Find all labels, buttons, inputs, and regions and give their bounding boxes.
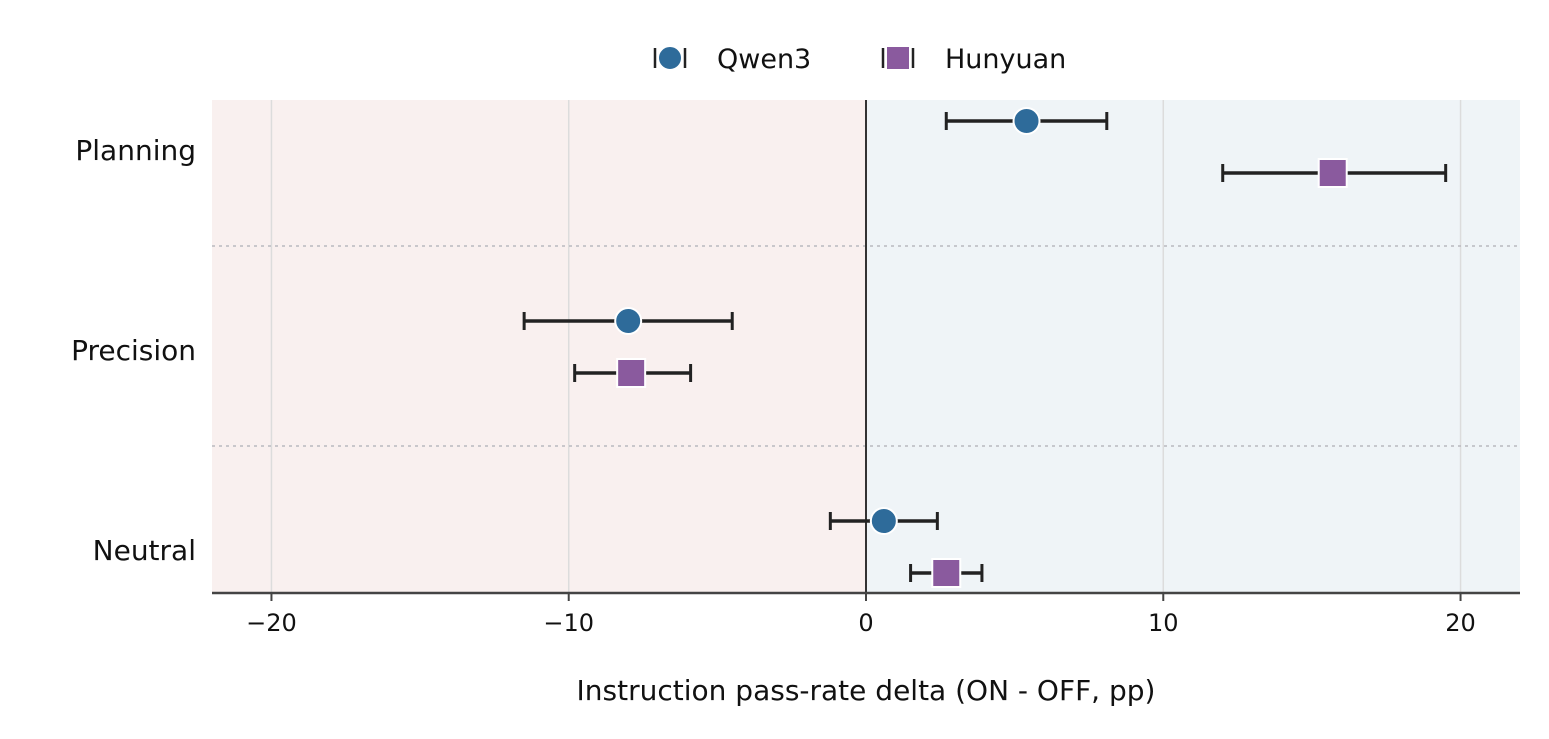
data-point — [1317, 158, 1348, 188]
series-hunyuan — [573, 158, 1448, 588]
x-tick-label: 0 — [858, 609, 873, 637]
data-point — [869, 507, 898, 535]
legend-marker — [657, 45, 683, 71]
legend-marker — [885, 45, 911, 71]
legend-label: Hunyuan — [945, 44, 1066, 75]
category-label-precision: Precision — [71, 334, 196, 367]
category-label-neutral: Neutral — [93, 534, 196, 567]
data-point — [1012, 107, 1041, 135]
x-tick-label: 10 — [1148, 609, 1179, 637]
data-point — [616, 358, 647, 388]
positive-region — [866, 100, 1520, 593]
x-tick-label: −20 — [246, 609, 297, 637]
data-point — [931, 558, 962, 588]
gridlines — [270, 100, 1462, 593]
data-point — [614, 307, 643, 335]
category-label-planning: Planning — [75, 134, 196, 167]
x-axis-ticks: −20 −10 0 10 20 — [246, 593, 1476, 637]
negative-region — [212, 100, 866, 593]
x-tick-label: 20 — [1445, 609, 1476, 637]
background-regions — [212, 100, 1520, 593]
legend: Qwen3 Hunyuan — [653, 44, 1066, 75]
series-qwen3 — [522, 107, 1109, 535]
legend-label: Qwen3 — [717, 44, 811, 75]
legend-item-qwen3: Qwen3 — [653, 44, 811, 75]
x-axis-title: Instruction pass-rate delta (ON - OFF, p… — [577, 674, 1156, 707]
x-tick-label: −10 — [543, 609, 594, 637]
data-marks — [522, 107, 1448, 588]
legend-item-hunyuan: Hunyuan — [881, 44, 1066, 75]
category-labels: Planning Precision Neutral — [71, 134, 196, 567]
